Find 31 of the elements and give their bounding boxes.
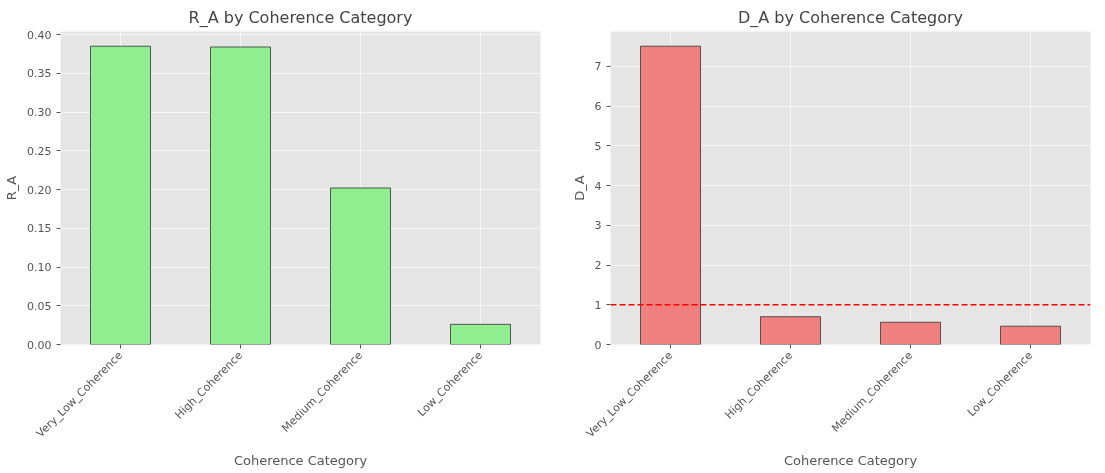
y-tick-label: 0.20 <box>27 183 52 197</box>
bar <box>1000 325 1061 345</box>
bar <box>880 321 941 345</box>
y-tick-label: 0.35 <box>27 67 52 81</box>
y-tick-label: 0.00 <box>27 338 52 352</box>
y-tick-label: 0.30 <box>27 106 52 120</box>
y-tick-label: 0.15 <box>27 222 52 236</box>
chart-title: R_A by Coherence Category <box>188 7 413 28</box>
y-tick-label: 0.25 <box>27 144 52 158</box>
x-axis-title: Coherence Category <box>783 452 918 468</box>
y-tick-label: 1 <box>594 298 602 312</box>
bar <box>640 45 701 345</box>
bar <box>760 316 821 345</box>
y-tick-label: 0.10 <box>27 261 52 275</box>
y-tick-label: 4 <box>594 179 602 193</box>
y-tick-label: 3 <box>594 219 602 233</box>
y-tick-label: 0.05 <box>27 299 52 313</box>
y-tick-label: 2 <box>594 259 602 273</box>
y-tick-label: 0 <box>594 338 602 352</box>
y-tick-label: 5 <box>594 139 602 153</box>
bar <box>330 187 391 345</box>
y-axis-title: D_A <box>571 175 587 201</box>
x-axis-title: Coherence Category <box>233 452 368 468</box>
chart-title: D_A by Coherence Category <box>737 7 964 28</box>
y-tick-label: 0.40 <box>27 28 52 42</box>
bar <box>210 46 271 345</box>
y-tick-label: 6 <box>594 100 602 114</box>
y-axis-title: R_A <box>4 175 20 201</box>
bar <box>450 323 511 345</box>
y-tick-label: 7 <box>594 60 602 74</box>
bar <box>90 45 151 345</box>
